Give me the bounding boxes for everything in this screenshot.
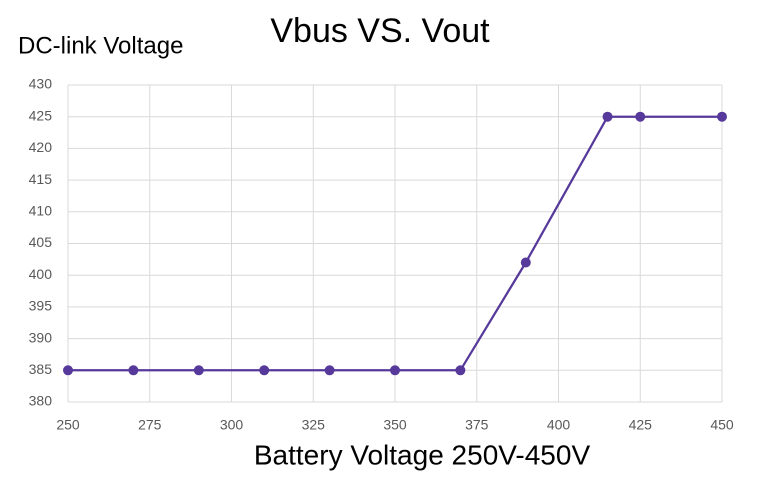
data-point bbox=[324, 365, 335, 376]
data-point bbox=[520, 257, 531, 268]
data-point bbox=[635, 111, 646, 122]
y-tick-label: 385 bbox=[29, 361, 53, 377]
y-axis-label: DC-link Voltage bbox=[18, 32, 183, 59]
chart-title: Vbus VS. Vout bbox=[270, 12, 490, 50]
x-tick-label: 350 bbox=[383, 417, 407, 433]
x-axis-label: Battery Voltage 250V-450V bbox=[254, 439, 591, 470]
x-tick-label: 450 bbox=[710, 417, 734, 433]
y-tick-label: 425 bbox=[29, 107, 53, 123]
x-tick-label: 425 bbox=[629, 417, 653, 433]
y-tick-label: 380 bbox=[29, 393, 53, 409]
y-tick-label: 395 bbox=[29, 298, 53, 314]
y-tick-label: 410 bbox=[29, 203, 53, 219]
x-tick-label: 250 bbox=[56, 417, 80, 433]
data-point bbox=[717, 111, 727, 122]
y-tick-label: 430 bbox=[29, 76, 53, 92]
x-tick-label: 300 bbox=[220, 417, 244, 433]
data-point bbox=[259, 365, 270, 376]
data-point bbox=[63, 365, 73, 376]
x-tick-label: 375 bbox=[465, 417, 489, 433]
data-point bbox=[390, 365, 400, 376]
data-point bbox=[128, 365, 139, 376]
data-point bbox=[193, 365, 204, 376]
x-tick-label: 275 bbox=[138, 417, 162, 433]
y-tick-label: 400 bbox=[29, 266, 53, 282]
data-point bbox=[602, 111, 613, 122]
x-tick-label: 400 bbox=[547, 417, 571, 433]
data-point bbox=[455, 365, 466, 376]
y-tick-label: 415 bbox=[29, 171, 53, 187]
y-tick-label: 390 bbox=[29, 329, 53, 345]
x-tick-label: 325 bbox=[302, 417, 326, 433]
y-tick-label: 405 bbox=[29, 234, 53, 250]
y-tick-label: 420 bbox=[29, 139, 53, 155]
